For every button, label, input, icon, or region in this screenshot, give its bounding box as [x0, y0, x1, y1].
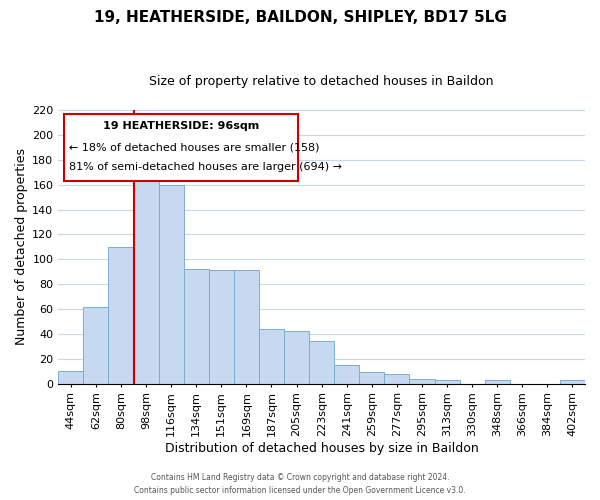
- Text: Contains HM Land Registry data © Crown copyright and database right 2024.
Contai: Contains HM Land Registry data © Crown c…: [134, 474, 466, 495]
- Bar: [385, 374, 409, 384]
- Bar: [434, 380, 460, 384]
- Title: Size of property relative to detached houses in Baildon: Size of property relative to detached ho…: [149, 75, 494, 88]
- Bar: [359, 372, 385, 384]
- Bar: [58, 371, 83, 384]
- Bar: [560, 380, 585, 384]
- Bar: [334, 365, 359, 384]
- Text: 81% of semi-detached houses are larger (694) →: 81% of semi-detached houses are larger (…: [69, 162, 342, 172]
- Bar: [209, 270, 234, 384]
- Text: 19, HEATHERSIDE, BAILDON, SHIPLEY, BD17 5LG: 19, HEATHERSIDE, BAILDON, SHIPLEY, BD17 …: [94, 10, 506, 25]
- Bar: [134, 174, 158, 384]
- X-axis label: Distribution of detached houses by size in Baildon: Distribution of detached houses by size …: [165, 442, 479, 455]
- Bar: [109, 247, 134, 384]
- Bar: [184, 269, 209, 384]
- Bar: [83, 306, 109, 384]
- Y-axis label: Number of detached properties: Number of detached properties: [15, 148, 28, 346]
- Bar: [158, 184, 184, 384]
- Text: ← 18% of detached houses are smaller (158): ← 18% of detached houses are smaller (15…: [69, 143, 319, 153]
- Bar: [485, 380, 510, 384]
- Bar: [409, 378, 434, 384]
- FancyBboxPatch shape: [64, 114, 298, 181]
- Bar: [309, 342, 334, 384]
- Bar: [234, 270, 259, 384]
- Bar: [284, 332, 309, 384]
- Text: 19 HEATHERSIDE: 96sqm: 19 HEATHERSIDE: 96sqm: [103, 121, 259, 131]
- Bar: [259, 329, 284, 384]
